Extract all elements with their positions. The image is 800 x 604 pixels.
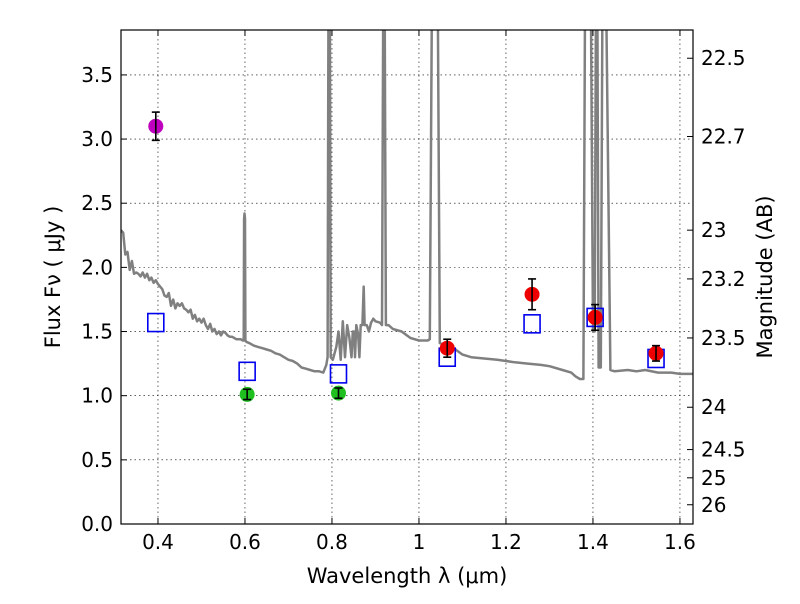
y-axis-label: Flux Fν ( μJy ) [41,206,65,349]
x-axis-label: Wavelength λ (μm) [307,564,508,588]
y-tick-label: 0.5 [81,448,113,472]
x-axis: 0.4 0.6 0.8 1 1.2 1.4 1.6 [142,30,696,554]
y2-tick-label: 25 [701,466,726,490]
y2-tick-label: 23.2 [701,267,746,291]
y2-tick-label: 22.5 [701,46,746,70]
model-photometry-square [238,361,256,382]
y-tick-label: 1.5 [81,320,113,344]
y-tick-label: 2.0 [81,255,113,279]
x-tick-label: 1.4 [577,530,609,554]
model-photometry-square [146,312,165,333]
y2-tick-label: 23.5 [701,326,746,350]
y2-axis-label: Magnitude (AB) [753,195,777,358]
model-photometry-square [523,314,541,334]
y-axis: 0.0 0.5 1.0 1.5 2.0 2.5 3.0 3.5 [81,63,127,536]
y2-tick-label: 24 [701,395,726,419]
y-tick-label: 3.5 [81,63,113,87]
y2-tick-label: 22.7 [701,124,746,148]
x-tick-label: 0.6 [229,530,261,554]
y2-tick-label: 26 [701,493,726,517]
y-tick-label: 3.0 [81,127,113,151]
y2-tick-label: 24.5 [701,438,746,462]
model-photometry-square [329,364,348,384]
x-tick-label: 1.6 [664,530,696,554]
y-tick-label: 1.0 [81,384,113,408]
x-tick-label: 1.2 [490,530,522,554]
x-tick-label: 0.4 [142,530,174,554]
y2-tick-label: 23 [701,218,726,242]
y-tick-label: 0.0 [81,512,113,536]
x-tick-label: 0.8 [316,530,348,554]
y2-axis: 22.5 22.7 23 23.2 23.5 24 24.5 25 26 [687,46,746,517]
y-tick-label: 2.5 [81,191,113,215]
spectrum-line [121,30,693,381]
plot-area [121,30,693,402]
plot-frame [120,29,694,525]
x-tick-label: 1 [413,530,426,554]
